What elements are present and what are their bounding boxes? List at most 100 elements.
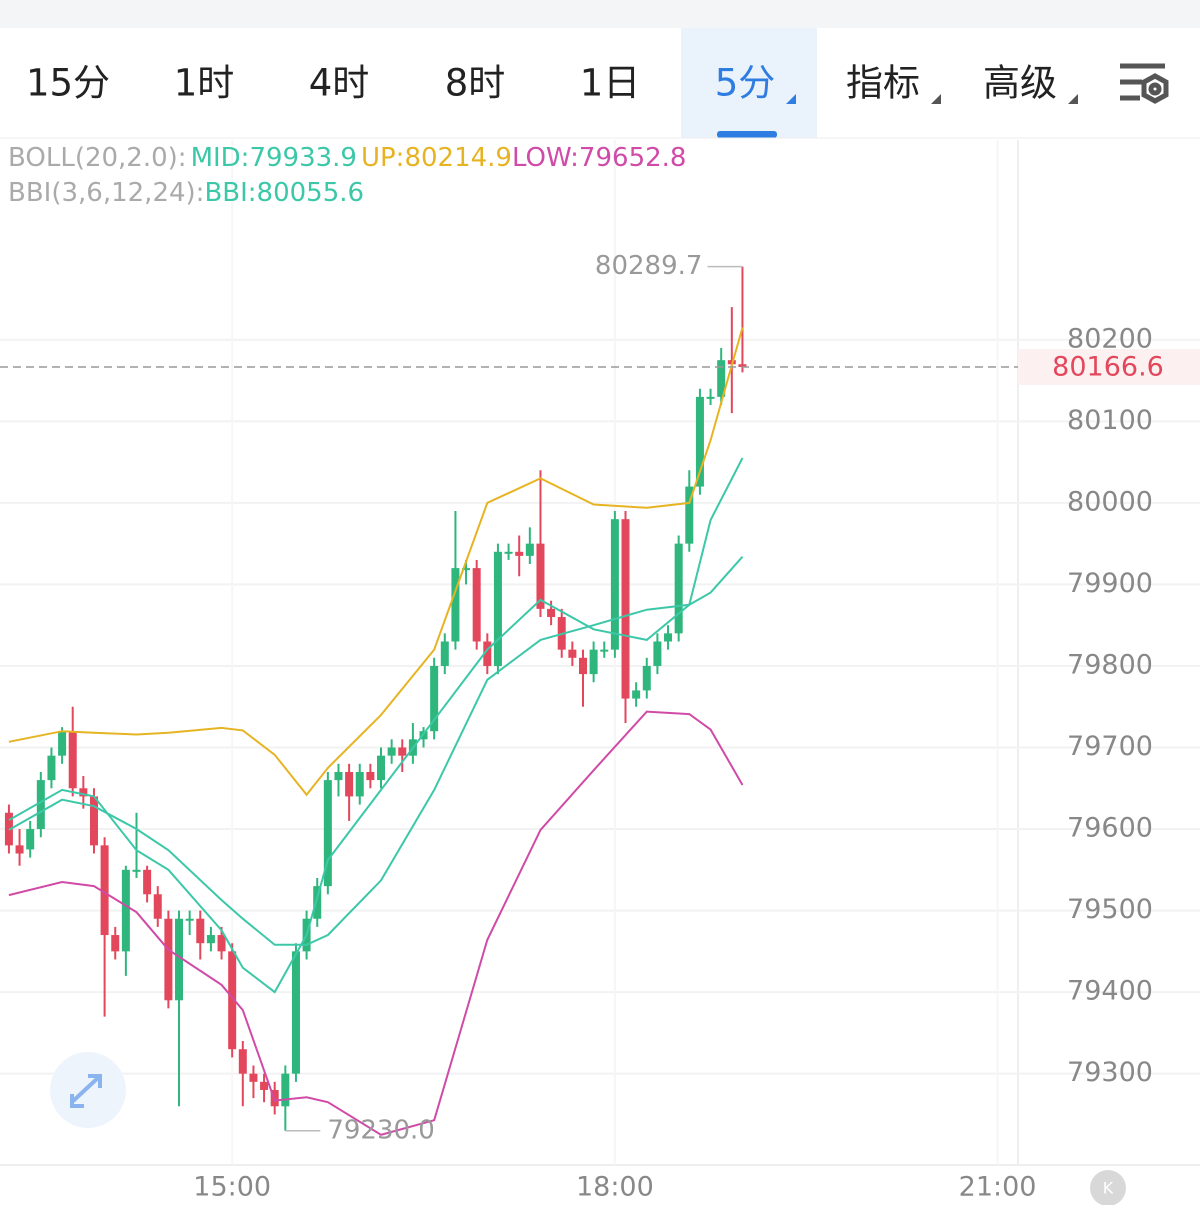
y-tick-label: 79600 (1067, 813, 1153, 844)
candle-body (504, 551, 513, 554)
candle-body (47, 755, 56, 781)
candle-body (430, 665, 439, 732)
tab-bar: 15分 1时 4时 8时 1日 5分 指标 高级 (26, 62, 1057, 105)
candle-body (185, 918, 194, 921)
candle-body (706, 396, 715, 399)
candle-body (281, 1073, 290, 1107)
y-tick-label: 80100 (1067, 405, 1153, 436)
candle-body (462, 568, 471, 571)
expand-button[interactable] (50, 1052, 126, 1128)
k-icon: K (1103, 1179, 1114, 1198)
candle-body (483, 641, 492, 666)
y-tick-label: 80000 (1067, 486, 1153, 517)
last-price-label: 80166.6 (1052, 352, 1164, 383)
candle-body (100, 845, 109, 936)
candle-body (377, 755, 386, 781)
candle-body (578, 657, 587, 675)
candle-body (568, 649, 577, 658)
indicator-line (8, 710, 744, 1136)
tab[interactable]: 15分 (26, 62, 110, 105)
legend-entry: BBI(3,6,12,24): (8, 178, 204, 208)
tab[interactable]: 高级 (983, 62, 1057, 105)
plot: 80289.7 79230.0 80166.6 (0, 251, 1200, 1145)
candle-body (664, 633, 673, 642)
candle-body (89, 796, 98, 846)
legend-entry: MID:79933.9 (191, 143, 357, 173)
grid: 79300 79400 79500 79600 79700 79800 79900 80000… (0, 140, 1200, 1203)
indicator-line (8, 556, 744, 946)
candle-body (334, 771, 343, 781)
candle-body (249, 1073, 258, 1082)
tab[interactable]: 4时 (309, 62, 370, 105)
candle-body (228, 951, 237, 1050)
candle-body (323, 780, 332, 887)
candle-body (653, 641, 662, 666)
candle-body (164, 918, 173, 1001)
candle-body (642, 665, 651, 691)
candle-body (58, 731, 67, 756)
candle-body (291, 951, 300, 1074)
candle-body (111, 935, 120, 952)
x-tick-label: 21:00 (959, 1172, 1037, 1203)
tab-selected-bg (681, 28, 817, 138)
tab[interactable]: 1时 (174, 62, 235, 105)
candle-body (536, 543, 545, 609)
candle-body (345, 771, 354, 797)
candle-body (15, 845, 24, 854)
candle-body (717, 360, 726, 397)
candle-body (121, 869, 130, 952)
candle-body (600, 649, 609, 652)
candle-body (398, 747, 407, 756)
candle-body (238, 1049, 247, 1074)
max-label: 80289.7 (595, 251, 703, 281)
candle-body (196, 918, 205, 944)
last-price-box (1018, 349, 1200, 386)
tab-underline (717, 131, 777, 138)
candle-body (440, 641, 449, 666)
candle-body (610, 519, 619, 650)
tab[interactable]: 5分 (715, 62, 776, 105)
candle-body (387, 747, 396, 756)
dropdown-arrow (931, 94, 941, 104)
tab[interactable]: 1日 (580, 62, 641, 105)
tab[interactable]: 指标 (846, 62, 920, 105)
legend-entry: UP:80214.9 (361, 143, 512, 173)
y-tick-label: 79300 (1067, 1057, 1153, 1088)
candle-body (674, 543, 683, 634)
dropdown-arrow (1068, 94, 1078, 104)
expand-icon (70, 1074, 102, 1108)
candle-body (355, 771, 364, 797)
legend-entry: BBI:80055.6 (204, 178, 364, 208)
min-label: 79230.0 (327, 1115, 435, 1145)
candle-body (206, 935, 215, 944)
candle-body (695, 396, 704, 487)
tab[interactable]: 8时 (445, 62, 506, 105)
dropdown-arrow (786, 94, 796, 104)
candle-body (515, 551, 524, 556)
k-button[interactable] (1090, 1170, 1126, 1206)
x-tick-label: 18:00 (576, 1172, 654, 1203)
settings-icon[interactable] (1120, 63, 1169, 104)
candle-body (632, 690, 641, 699)
candle-body (26, 829, 35, 850)
candle-body (366, 771, 375, 781)
y-tick-label: 79400 (1067, 976, 1153, 1007)
candle-body (547, 608, 556, 618)
candle-body (68, 731, 77, 789)
y-tick-label: 79500 (1067, 894, 1153, 925)
candle-body (153, 894, 162, 919)
candle-body (525, 543, 534, 556)
candle-body (260, 1081, 269, 1090)
indicator-line (8, 457, 744, 994)
legend-entry: LOW:79652.8 (512, 143, 686, 173)
candle-body (685, 486, 694, 544)
candle-body (589, 649, 598, 675)
x-tick-label: 15:00 (193, 1172, 271, 1203)
candle-body (451, 568, 460, 642)
legend: BOLL(20,2.0): MID:79933.9 UP:80214.9LOW:79… (8, 143, 686, 208)
candle-body (217, 935, 226, 952)
legend-row: BBI(3,6,12,24):BBI:80055.6 (8, 178, 364, 208)
y-tick-label: 79900 (1067, 568, 1153, 599)
candle-body (132, 869, 141, 872)
